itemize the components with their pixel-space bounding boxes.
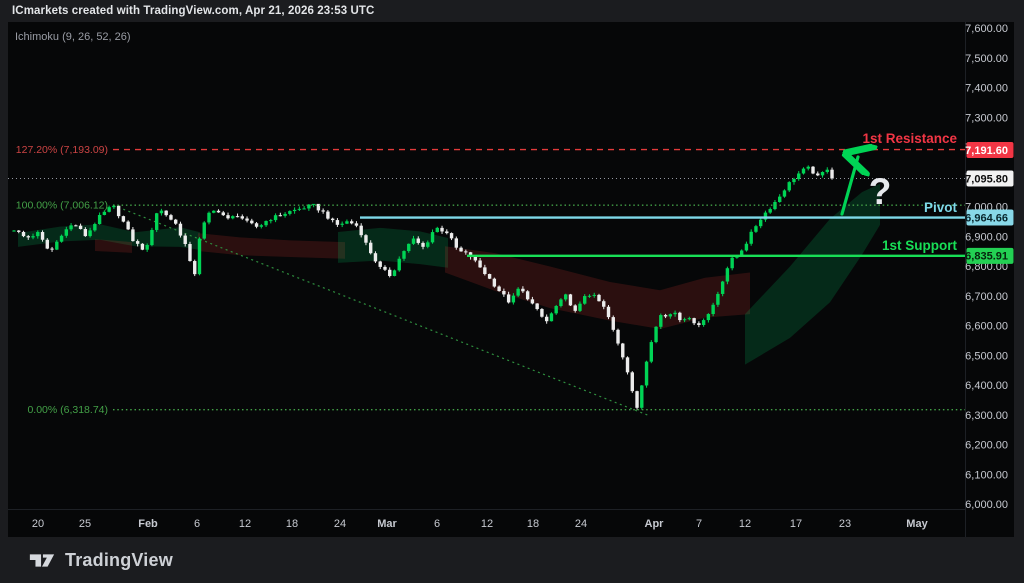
up-arrow-annotation[interactable]: [842, 157, 858, 216]
attribution-text: ICmarkets created with TradingView.com, …: [12, 5, 375, 17]
time-tick: 23: [839, 518, 851, 530]
indicator-label[interactable]: Ichimoku (9, 26, 52, 26): [15, 31, 131, 43]
attribution-bar: ICmarkets created with TradingView.com, …: [0, 0, 1024, 22]
pivot-price-badge: 6,964.66: [965, 209, 1014, 226]
footer-bar: TradingView: [0, 537, 1024, 583]
svg-text:7,191.60: 7,191.60: [965, 145, 1008, 157]
price-tick: 6,900.00: [965, 231, 1008, 243]
time-tick: 7: [696, 518, 702, 530]
price-tick: 7,500.00: [965, 53, 1008, 65]
candlestick-chart[interactable]: 127.20% (7,193.09) 100.00% (7,006.12) 0.00…: [8, 22, 1014, 537]
question-mark-annotation[interactable]: ?: [869, 171, 892, 212]
time-axis[interactable]: 20 25 Feb 6 12 18 24 Mar 6 12 18 24 Apr 7 12 17 23 May: [32, 518, 929, 530]
resistance-label[interactable]: 1st Resistance: [862, 131, 957, 146]
time-tick: 24: [575, 518, 587, 530]
price-tick: 6,600.00: [965, 321, 1008, 333]
time-tick: 12: [481, 518, 493, 530]
tradingview-wordmark[interactable]: TradingView: [65, 549, 173, 570]
resistance-price-badge: 7,191.60: [965, 141, 1014, 158]
price-tick: 6,400.00: [965, 380, 1008, 392]
time-tick: 12: [739, 518, 751, 530]
fib-label: 0.00% (6,318.74): [27, 404, 108, 416]
time-tick: 18: [527, 518, 539, 530]
price-tick: 6,300.00: [965, 410, 1008, 422]
plot-layer[interactable]: [12, 165, 880, 416]
time-tick: May: [906, 518, 928, 530]
svg-text:6,964.66: 6,964.66: [965, 212, 1008, 224]
chart-area[interactable]: 127.20% (7,193.09) 100.00% (7,006.12) 0.00…: [8, 22, 1014, 537]
time-tick: 6: [194, 518, 200, 530]
time-tick: 24: [334, 518, 346, 530]
time-tick: Apr: [645, 518, 665, 530]
ichimoku-cloud: [18, 183, 880, 365]
time-tick: 17: [790, 518, 802, 530]
candles[interactable]: [12, 165, 834, 410]
time-tick: Feb: [138, 518, 158, 530]
time-tick: Mar: [377, 518, 397, 530]
price-tick: 7,300.00: [965, 112, 1008, 124]
descending-trendline[interactable]: [112, 204, 649, 416]
tradingview-logo-icon[interactable]: [28, 550, 56, 571]
fib-label: 100.00% (7,006.12): [16, 200, 108, 212]
price-tick: 6,800.00: [965, 261, 1008, 273]
price-axis[interactable]: 7,600.007,500.007,400.007,300.007,200.00…: [965, 23, 1008, 511]
fib-label: 127.20% (7,193.09): [16, 144, 108, 156]
time-tick: 20: [32, 518, 44, 530]
support-price-badge: 6,835.91: [965, 247, 1014, 264]
price-tick: 7,600.00: [965, 23, 1008, 35]
pivot-label[interactable]: Pivot: [924, 200, 958, 215]
svg-text:7,095.80: 7,095.80: [965, 173, 1008, 185]
time-tick: 25: [79, 518, 91, 530]
svg-text:6,835.91: 6,835.91: [965, 251, 1008, 263]
price-tick: 6,500.00: [965, 350, 1008, 362]
price-tick: 6,700.00: [965, 291, 1008, 303]
time-tick: 6: [434, 518, 440, 530]
price-tick: 7,400.00: [965, 83, 1008, 95]
time-tick: 18: [286, 518, 298, 530]
price-tick: 6,000.00: [965, 499, 1008, 511]
price-tick: 6,200.00: [965, 440, 1008, 452]
time-tick: 12: [239, 518, 251, 530]
current-price-badge: 7,095.80: [965, 170, 1014, 187]
support-label[interactable]: 1st Support: [882, 238, 958, 253]
price-tick: 6,100.00: [965, 469, 1008, 481]
